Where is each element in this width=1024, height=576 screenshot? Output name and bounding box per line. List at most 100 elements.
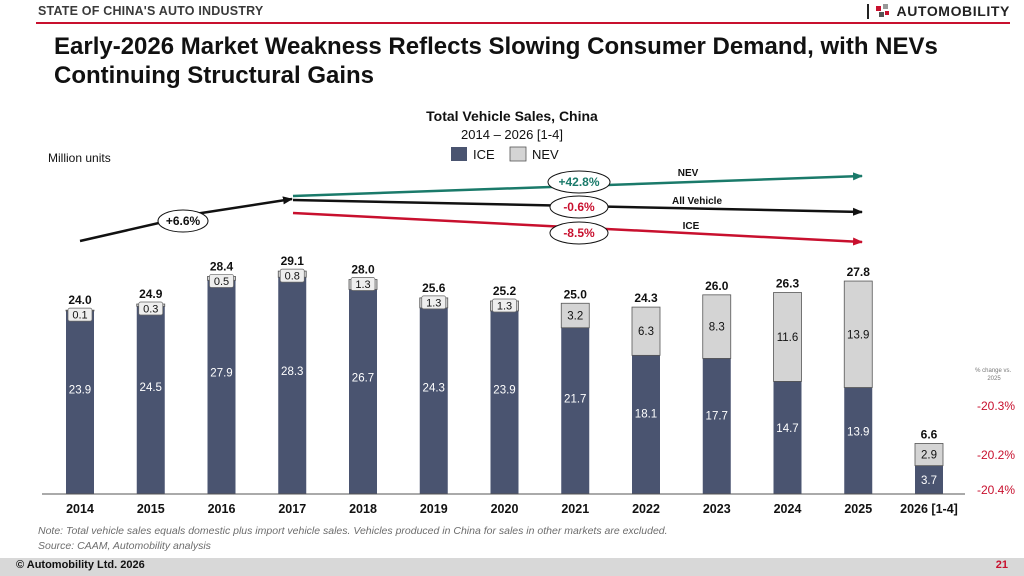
x-tick-label: 2022 [632,502,660,516]
total-label: 26.0 [705,279,729,293]
bars-layer: 23.9 0.1 24.0 2014 24.5 0.3 24.9 2015 27.9 0.5 28.… [65,254,958,516]
nev-value-label: 8.3 [709,322,725,334]
ice-value-label: 26.7 [352,373,374,385]
bar-ice [278,277,307,494]
header-rule [36,22,1010,24]
nev-label-box [350,277,376,291]
legend: ICE NEV [451,146,559,162]
nev-value-label: 0.5 [214,276,229,288]
x-tick-label: 2023 [703,502,731,516]
ice-value-label: 23.9 [493,384,515,396]
nev-value-label: 1.3 [355,279,370,291]
total-label: 27.8 [847,265,871,279]
bar-ice [632,355,660,494]
nev-value-label: 0.1 [72,310,87,322]
logo-mark-icon [875,4,889,17]
change-total: -20.3% [977,399,1015,413]
brand-logo: AUTOMOBILITY [866,2,1011,20]
nev-label-box [67,307,93,322]
nev-value-label: 1.3 [497,300,512,312]
ice-series-tag: ICE [683,221,700,232]
all-series-tag: All Vehicle [672,196,722,207]
legend-swatch-ice [451,147,467,161]
bar-ice [773,381,802,494]
cagr-lines: NEV All Vehicle ICE +42.8% -0.6% -8.5% [292,168,863,246]
footnote-source: Source: CAAM, Automobility analysis [38,540,211,552]
cagr-early-badge [157,209,209,233]
ice-value-label: 24.5 [140,382,162,394]
ice-value-label: 24.3 [423,383,445,395]
nev-value-label: 6.3 [638,326,654,338]
footnote: Note: Total vehicle sales equals domesti… [38,524,668,554]
total-label: 28.4 [210,259,234,273]
bar-nev [631,306,661,356]
bar-ice [349,289,377,494]
all-cagr-badge [549,195,609,219]
nev-value-label: 2.9 [921,450,937,462]
change-label-line-1: % change vs. [975,368,1011,374]
bar-nev [773,292,802,382]
section-label: STATE OF CHINA'S AUTO INDUSTRY [38,4,264,18]
ice-value-label: 21.7 [564,394,586,406]
y-unit-label: Million units [48,151,111,165]
total-label: 24.0 [68,293,92,307]
footer-bar: © Automobility Ltd. 2026 21 [0,558,1024,576]
nev-label-box [138,301,164,316]
nev-value-label: 13.9 [847,329,869,341]
nev-label-box [209,274,234,288]
ice-value-label: 17.7 [706,410,728,422]
nev-value-label: 3.2 [567,311,583,323]
page-title: Early-2026 Market Weakness Reflects Slow… [54,33,938,89]
total-label: 24.9 [139,287,163,301]
legend-label-nev: NEV [532,147,559,162]
change-label-line-2: 2025 [987,376,1001,382]
cagr-early-label: +6.6% [166,214,201,228]
cagr-early-arrow [79,199,292,243]
x-tick-label: 2015 [137,502,165,516]
bar-ice [844,387,873,494]
bar-ice [419,307,448,494]
total-label: 25.6 [422,281,446,295]
ice-value-label: 3.7 [921,475,937,487]
ice-cagr-badge [549,221,609,245]
bar-ice [915,465,943,494]
change-vs-2025: % change vs. 2025 -20.3% -20.2% -20.4% [975,368,1015,497]
bar-nev [702,294,732,359]
x-tick-label: 2014 [66,502,94,516]
ice-value-label: 13.9 [847,426,869,438]
legend-swatch-nev [509,146,527,162]
chart-title: Total Vehicle Sales, China [426,108,598,124]
bar-ice [561,327,590,494]
x-tick-label: 2016 [208,502,236,516]
copyright: © Automobility Ltd. 2026 [16,559,145,571]
x-tick-label: 2026 [1-4] [900,502,958,516]
change-ice: -20.4% [977,483,1015,497]
change-nev: -20.2% [977,448,1015,462]
ice-value-label: 23.9 [69,384,91,396]
nev-value-label: 11.6 [777,332,799,344]
total-label: 28.0 [351,263,375,277]
x-tick-label: 2024 [774,502,802,516]
bar-ice [702,358,731,494]
bar-ice [207,280,236,494]
logo-divider [866,3,869,19]
brand-name: AUTOMOBILITY [896,3,1010,19]
nev-label-box [421,295,447,310]
change-label: % change vs. 2025 [975,368,1013,382]
total-label: 29.1 [281,254,305,268]
bar-ice [66,310,94,494]
total-label: 6.6 [921,427,938,441]
cagr-early: +6.6% [79,199,292,243]
bar-nev [914,443,944,467]
nev-series-tag: NEV [678,168,699,179]
legend-label-ice: ICE [473,147,495,162]
nev-label-box [279,268,305,283]
ice-value-label: 14.7 [776,423,798,435]
nev-cagr-value: +42.8% [558,175,599,189]
x-tick-label: 2018 [349,502,377,516]
x-tick-label: 2019 [420,502,448,516]
bar-ice [490,310,519,494]
x-tick-label: 2021 [561,502,589,516]
nev-value-label: 0.3 [143,304,158,316]
